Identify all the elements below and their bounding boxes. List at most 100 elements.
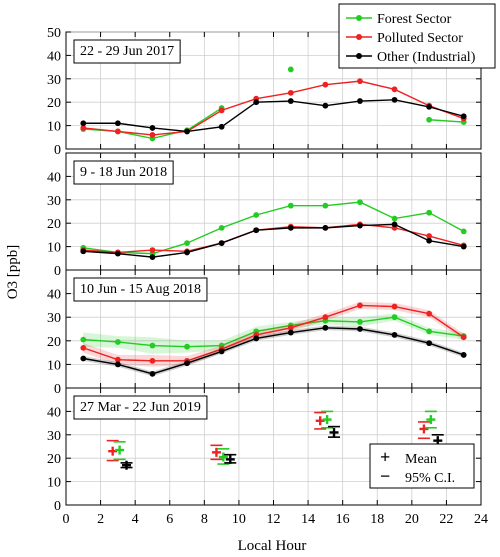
y-tick-label: 30 xyxy=(47,311,61,326)
stats-legend-mean-symbol: + xyxy=(380,447,390,467)
data-point xyxy=(218,123,225,130)
panel-2: 0 10 20 30 40 9 - 18 Jun 2018 xyxy=(47,152,482,279)
x-tick-label: 16 xyxy=(336,512,350,527)
data-point xyxy=(253,335,260,342)
stats-legend-ci-label: 95% C.I. xyxy=(405,471,455,486)
data-point xyxy=(218,224,225,231)
panel-label-box xyxy=(73,39,181,64)
stats-legend: + Mean − 95% C.I. xyxy=(369,443,475,489)
y-tick-label: 10 xyxy=(47,358,61,373)
series-line xyxy=(83,201,465,255)
series-legend-frame xyxy=(338,3,496,69)
data-point xyxy=(357,199,363,206)
y-tick-label: 40 xyxy=(47,170,61,185)
data-point xyxy=(184,360,190,367)
data-point xyxy=(357,319,363,325)
legend-other-label: Other (Industrial) xyxy=(377,50,476,65)
y-tick-label: 40 xyxy=(47,405,61,420)
x-tick-label: 18 xyxy=(370,512,384,527)
data-point xyxy=(322,224,329,231)
legend-polluted-label: Polluted Sector xyxy=(377,31,463,46)
data-point xyxy=(287,202,294,209)
data-point xyxy=(426,116,433,123)
series-line xyxy=(429,119,464,123)
data-point xyxy=(426,103,433,110)
data-point xyxy=(460,113,467,120)
axes-text-layer: O3 [ppb] Local Hour xyxy=(5,245,306,554)
x-axis-title: Local Hour xyxy=(238,538,307,554)
data-point xyxy=(322,314,329,321)
data-point xyxy=(322,102,329,109)
data-point xyxy=(391,314,398,321)
data-point xyxy=(460,352,467,358)
data-point xyxy=(287,324,294,331)
data-point xyxy=(287,89,294,96)
series-other-industrial xyxy=(80,96,467,135)
panel-label-text: 27 Mar - 22 Jun 2019 xyxy=(80,400,201,415)
panel-label-text: 22 - 29 Jun 2017 xyxy=(80,44,174,59)
panel-label-text: 9 - 18 Jun 2018 xyxy=(80,165,167,180)
data-point xyxy=(114,339,121,345)
data-point xyxy=(80,248,87,255)
y-tick-label: 20 xyxy=(47,335,61,350)
x-tick-label: 20 xyxy=(405,512,419,527)
panel-label-box xyxy=(73,395,208,420)
data-point xyxy=(357,302,363,309)
x-tick-label: 4 xyxy=(132,512,139,527)
series-polluted-sector xyxy=(106,411,430,462)
series-forest-sector xyxy=(113,410,437,465)
y-tick-label: 20 xyxy=(47,452,61,467)
x-tick-label: 6 xyxy=(166,512,173,527)
data-point xyxy=(357,98,363,104)
data-point xyxy=(357,222,363,229)
y-tick-label: 10 xyxy=(47,241,61,256)
data-point xyxy=(218,240,225,246)
data-point xyxy=(149,254,156,261)
data-point xyxy=(460,334,467,341)
y-tick-label: 10 xyxy=(47,120,61,135)
data-point xyxy=(322,324,329,331)
panel-label-box xyxy=(73,160,174,185)
data-point xyxy=(80,344,87,351)
series-line xyxy=(83,304,465,362)
x-tick-label: 10 xyxy=(232,512,246,527)
series-legend: Forest Sector Polluted Sector Other (Ind… xyxy=(338,3,496,69)
data-point xyxy=(391,332,398,338)
x-tick-label: 24 xyxy=(474,512,488,527)
data-point xyxy=(391,96,398,103)
y-tick-label: 30 xyxy=(47,194,61,209)
legend-polluted-marker xyxy=(356,34,362,40)
data-point xyxy=(253,99,260,106)
data-point xyxy=(149,357,156,364)
stats-legend-frame xyxy=(369,443,475,489)
ci-band xyxy=(83,325,464,377)
series-polluted-sector xyxy=(80,78,467,138)
data-point xyxy=(253,212,260,218)
data-point xyxy=(322,81,329,88)
series-forest-sector xyxy=(287,66,294,73)
panel-label-box xyxy=(73,277,208,302)
series-line xyxy=(83,223,464,258)
ci-band xyxy=(83,313,464,354)
data-point xyxy=(391,303,398,310)
data-point xyxy=(357,326,363,332)
data-point xyxy=(460,228,467,235)
data-point xyxy=(426,237,433,244)
panel-label-text: 10 Jun - 15 Aug 2018 xyxy=(80,282,201,297)
data-point xyxy=(114,361,121,368)
legend-forest-label: Forest Sector xyxy=(377,12,452,27)
data-point xyxy=(114,120,121,127)
data-point xyxy=(149,125,156,131)
x-tick-label: 14 xyxy=(301,512,315,527)
x-tick-label: 12 xyxy=(267,512,281,527)
data-point xyxy=(426,340,433,347)
x-tick-label: 2 xyxy=(97,512,104,527)
panel-3: 0 10 20 30 40 10 Jun - 15 Aug 2018 xyxy=(47,269,482,397)
data-point xyxy=(114,250,121,257)
data-point xyxy=(357,78,363,85)
series-line xyxy=(83,99,464,133)
data-point xyxy=(391,221,398,228)
data-point xyxy=(426,310,433,317)
